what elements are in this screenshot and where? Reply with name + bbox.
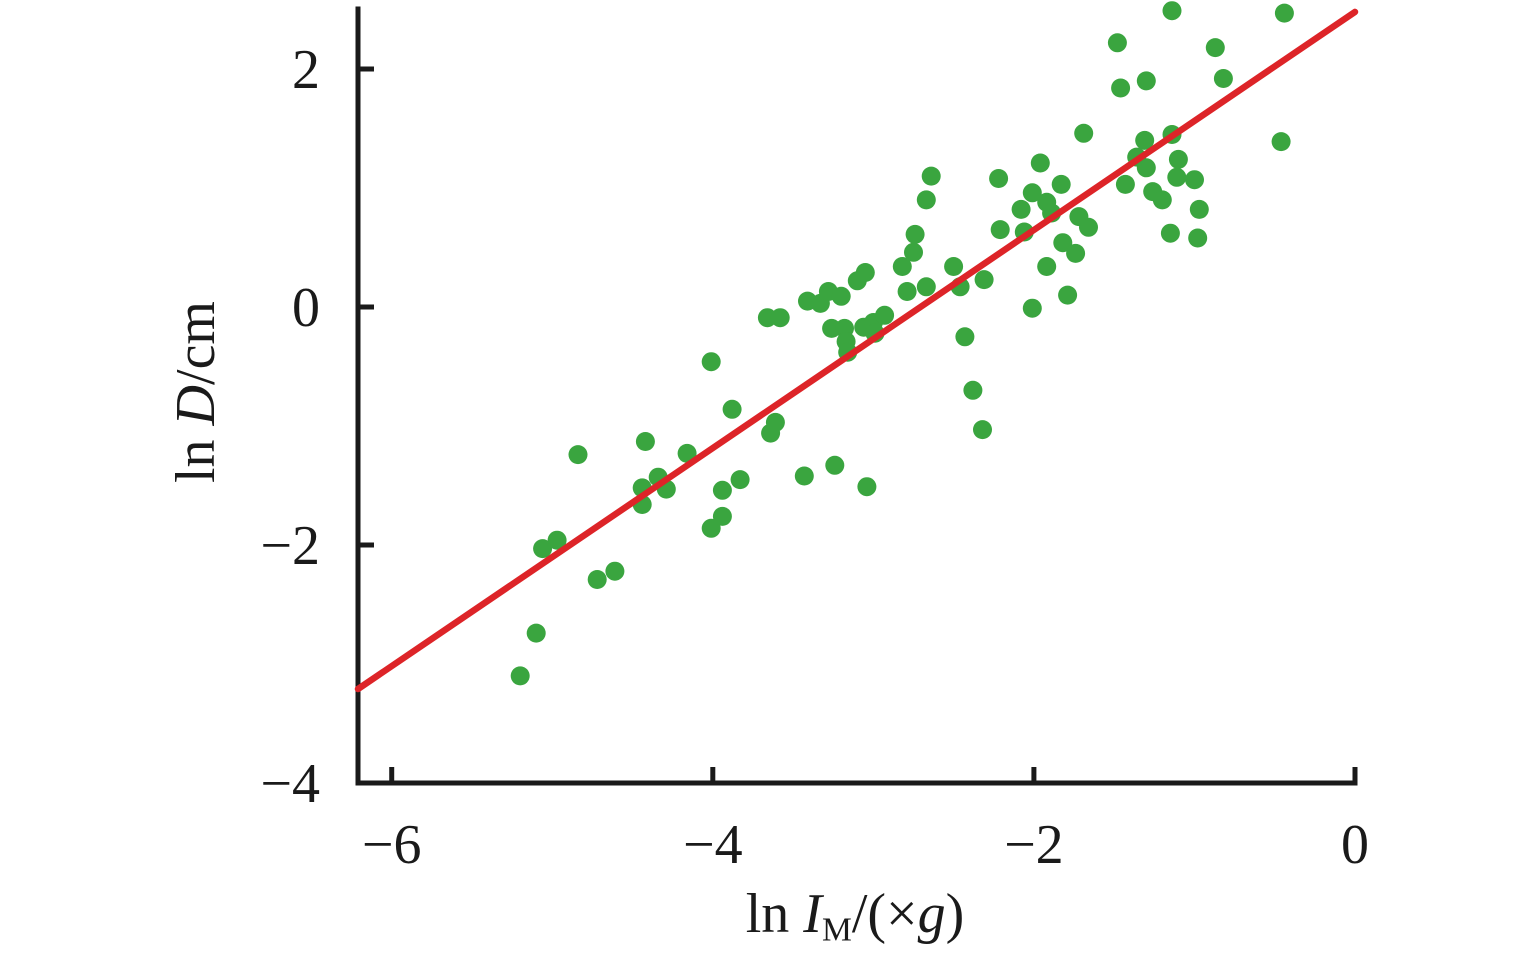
x-title-prefix: ln <box>745 883 804 945</box>
data-point <box>1037 257 1057 276</box>
data-point <box>677 443 697 463</box>
data-point <box>1274 3 1294 23</box>
x-tick-label: 0 <box>1341 814 1369 876</box>
data-point <box>963 380 983 400</box>
data-point <box>712 506 732 526</box>
axes-layer: −6 −4 −2 0 2 0 −2 −4 <box>260 6 1369 876</box>
data-point <box>1074 123 1094 143</box>
data-point <box>1271 132 1291 152</box>
x-tick-label: −6 <box>362 814 422 876</box>
data-point <box>635 432 655 451</box>
x-tick-label: −2 <box>1004 814 1064 876</box>
data-point <box>1115 174 1135 194</box>
data-point <box>973 420 992 440</box>
data-point <box>916 190 936 210</box>
data-point <box>1189 199 1209 219</box>
x-tick-label: −4 <box>683 814 743 876</box>
data-point <box>701 518 721 538</box>
x-axis-title: ln IM/(×g) <box>655 882 1055 949</box>
data-point <box>526 623 546 643</box>
data-point <box>1213 69 1233 88</box>
data-point <box>722 399 742 419</box>
y-tick-label: −4 <box>260 753 320 815</box>
data-point <box>825 455 845 475</box>
data-point <box>1107 33 1127 53</box>
data-point <box>1205 38 1225 58</box>
data-point <box>855 263 875 282</box>
data-point <box>1185 170 1204 190</box>
data-point <box>1058 285 1078 305</box>
data-point <box>1162 1 1182 21</box>
data-point <box>1136 158 1156 178</box>
data-point <box>1053 233 1073 253</box>
data-point <box>989 169 1009 188</box>
data-point <box>857 477 877 497</box>
data-points <box>510 1 1294 686</box>
data-point <box>944 257 964 276</box>
data-point <box>1160 223 1180 243</box>
x-title-mid: /(× <box>851 883 918 945</box>
data-point <box>1168 149 1188 169</box>
data-point <box>1066 243 1086 263</box>
data-point <box>1011 199 1031 219</box>
data-point <box>765 412 785 432</box>
data-point <box>547 530 567 550</box>
data-point <box>1022 183 1042 203</box>
data-point <box>905 224 925 244</box>
data-point <box>990 220 1010 240</box>
data-point <box>1079 217 1098 237</box>
data-point <box>875 305 895 325</box>
y-title-symbol: D <box>165 384 227 426</box>
data-point <box>794 466 814 486</box>
y-tick-label: −2 <box>260 515 320 577</box>
data-point <box>510 666 530 686</box>
y-axis-title: ln D/cm <box>164 236 228 548</box>
data-point <box>1136 71 1156 91</box>
data-point <box>587 570 607 589</box>
fit-line-layer <box>354 8 1359 693</box>
data-point <box>955 327 975 347</box>
fit-line <box>354 8 1359 693</box>
y-tick-label: 2 <box>292 39 320 101</box>
data-point <box>974 270 994 290</box>
x-title-subscript: M <box>821 911 852 949</box>
data-point <box>701 352 721 372</box>
y-tick-label: 0 <box>292 277 320 339</box>
x-title-close: ) <box>945 883 965 945</box>
data-point <box>904 242 923 262</box>
data-point <box>916 277 936 297</box>
data-point <box>712 480 732 500</box>
y-title-prefix: ln <box>165 425 227 483</box>
x-title-symbol2: g <box>917 883 946 945</box>
y-title-suffix: /cm <box>165 301 227 385</box>
data-point <box>1135 130 1155 150</box>
data-point <box>533 539 553 559</box>
data-point <box>1167 167 1187 187</box>
data-point <box>568 445 588 465</box>
data-point <box>1051 174 1071 194</box>
data-point <box>1152 190 1172 210</box>
data-point <box>605 561 625 581</box>
data-point <box>1188 228 1208 248</box>
x-title-symbol: I <box>803 883 822 945</box>
data-point <box>1030 153 1050 173</box>
data-point <box>1111 78 1131 98</box>
data-point <box>831 286 851 306</box>
data-point <box>730 470 750 490</box>
data-point <box>770 308 790 328</box>
data-point <box>892 257 912 276</box>
data-point <box>921 166 941 186</box>
data-point <box>1022 298 1042 318</box>
data-point <box>897 282 917 301</box>
